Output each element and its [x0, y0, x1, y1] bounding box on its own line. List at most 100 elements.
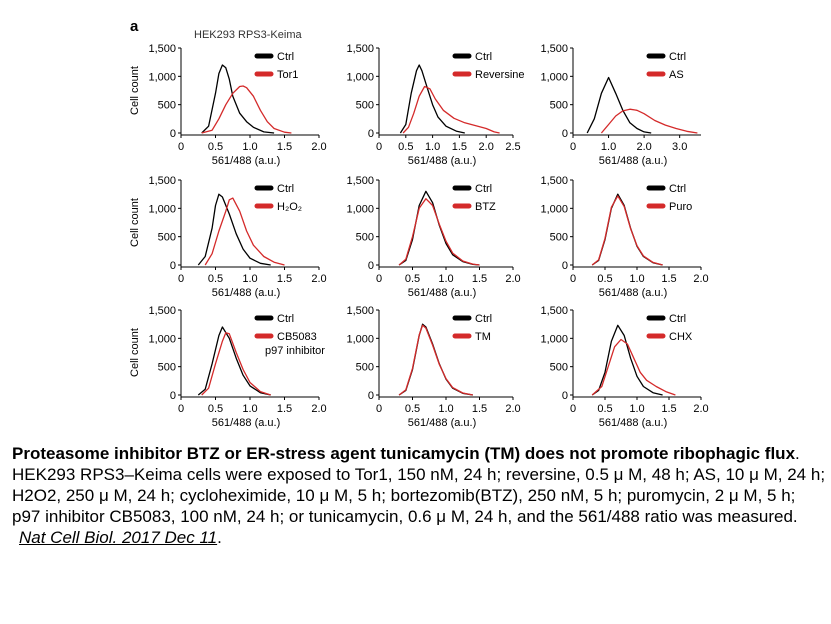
- y-axis-label: Cell count: [129, 66, 141, 115]
- histogram-panel-9: 0 500 1,000 1,500 0 0.5 1.0 1.5 2.0 561/488 (a.u.…: [540, 305, 708, 429]
- x-tick-label: 0.5: [405, 273, 420, 285]
- x-tick-label: 0: [570, 273, 576, 285]
- x-axis-label: 561/488 (a.u.): [599, 417, 668, 429]
- series-line-treated: [398, 324, 473, 396]
- y-tick-label: 1,500: [346, 305, 374, 317]
- x-tick-label: 1.5: [277, 141, 292, 153]
- caption-body: HEK293 RPS3–Keima cells were exposed to …: [12, 465, 826, 526]
- y-tick-label: 500: [356, 100, 374, 112]
- y-tick-label: 1,000: [346, 71, 374, 83]
- legend-label: Ctrl: [475, 183, 492, 195]
- figure-caption: Proteasome inhibitor BTZ or ER-stress ag…: [12, 443, 827, 548]
- x-tick-label: 1.0: [629, 273, 644, 285]
- x-tick-label: 1.5: [452, 141, 467, 153]
- figure-title: HEK293 RPS3-Keima: [194, 29, 302, 41]
- legend-label: Ctrl: [277, 51, 294, 63]
- x-axis-label: 561/488 (a.u.): [408, 287, 477, 299]
- y-axis-label: Cell count: [129, 328, 141, 377]
- x-tick-label: 1.5: [277, 273, 292, 285]
- x-tick-label: 1.5: [661, 403, 676, 415]
- x-tick-label: 0: [178, 403, 184, 415]
- y-tick-label: 1,500: [346, 43, 374, 55]
- y-tick-label: 500: [356, 232, 374, 244]
- y-tick-label: 1,500: [148, 305, 176, 317]
- legend-label: Puro: [669, 201, 692, 213]
- y-tick-label: 0: [170, 260, 176, 272]
- legend-label: Ctrl: [475, 313, 492, 325]
- x-tick-label: 0: [570, 141, 576, 153]
- legend-label: CHX: [669, 331, 693, 343]
- y-tick-label: 1,500: [540, 43, 568, 55]
- x-tick-label: 1.0: [242, 403, 257, 415]
- x-tick-label: 2.0: [636, 141, 651, 153]
- x-tick-label: 3.0: [672, 141, 687, 153]
- legend-label: Ctrl: [669, 183, 686, 195]
- legend-label: Ctrl: [277, 313, 294, 325]
- y-tick-label: 500: [550, 100, 568, 112]
- y-tick-label: 1,500: [148, 43, 176, 55]
- y-tick-label: 0: [170, 128, 176, 140]
- y-tick-label: 1,500: [346, 175, 374, 187]
- x-axis-label: 561/488 (a.u.): [408, 155, 477, 167]
- y-tick-label: 1,000: [540, 203, 568, 215]
- series-line-ctrl: [197, 326, 271, 396]
- y-tick-label: 1,000: [346, 333, 374, 345]
- panel-letter: a: [130, 18, 139, 35]
- legend-label: Ctrl: [669, 51, 686, 63]
- x-axis-label: 561/488 (a.u.): [408, 417, 477, 429]
- histogram-panel-3: 0 500 1,000 1,500 0 1.0 2.0 3.0 561/488 (a.u.) Ct…: [540, 43, 701, 167]
- y-tick-label: 0: [562, 390, 568, 402]
- x-tick-label: 0.5: [208, 141, 223, 153]
- y-tick-label: 1,500: [540, 175, 568, 187]
- histogram-panel-8: 0 500 1,000 1,500 0 0.5 1.0 1.5 2.0 561/488 (a.u.…: [346, 305, 520, 429]
- legend-sublabel: p97 inhibitor: [265, 345, 325, 357]
- y-tick-label: 0: [368, 128, 374, 140]
- caption-title-suffix: .: [795, 444, 800, 463]
- y-tick-label: 500: [158, 232, 176, 244]
- series-line-treated: [201, 85, 292, 134]
- series-line-treated: [201, 332, 271, 396]
- x-axis-label: 561/488 (a.u.): [212, 287, 281, 299]
- x-tick-label: 2.0: [505, 273, 520, 285]
- series-line-treated: [204, 197, 285, 266]
- y-tick-label: 1,000: [148, 333, 176, 345]
- series-line-ctrl: [586, 76, 652, 134]
- x-tick-label: 1.5: [277, 403, 292, 415]
- series-line-ctrl: [399, 64, 465, 134]
- x-tick-label: 1.0: [438, 403, 453, 415]
- x-tick-label: 0: [376, 273, 382, 285]
- x-tick-label: 0: [178, 141, 184, 153]
- legend-label: H₂O₂: [277, 201, 302, 213]
- x-tick-label: 1.0: [425, 141, 440, 153]
- x-axis-label: 561/488 (a.u.): [212, 155, 281, 167]
- y-tick-label: 1,500: [540, 305, 568, 317]
- histogram-panel-4: 0 500 1,000 1,500 0 0.5 1.0 1.5 2.0 561/488 (a.u.…: [129, 175, 327, 299]
- series-line-treated: [402, 85, 500, 134]
- histogram-grid: 0 500 1,000 1,500 0 0.5 1.0 1.5 2.0 561/488 (a.u.…: [129, 43, 709, 429]
- x-tick-label: 0: [178, 273, 184, 285]
- y-tick-label: 500: [158, 362, 176, 374]
- histogram-panel-5: 0 500 1,000 1,500 0 0.5 1.0 1.5 2.0 561/488 (a.u.…: [346, 175, 520, 299]
- y-tick-label: 500: [356, 362, 374, 374]
- x-tick-label: 1.5: [661, 273, 676, 285]
- citation-link[interactable]: Nat Cell Biol. 2017 Dec 11.: [12, 527, 827, 548]
- legend-label: Reversine: [475, 69, 525, 81]
- x-tick-label: 0.5: [597, 273, 612, 285]
- series-line-treated: [600, 108, 698, 134]
- x-tick-label: 0: [570, 403, 576, 415]
- y-tick-label: 500: [158, 100, 176, 112]
- legend-label: BTZ: [475, 201, 496, 213]
- caption-title-text: Proteasome inhibitor BTZ or ER-stress ag…: [12, 444, 796, 463]
- y-tick-label: 0: [562, 260, 568, 272]
- y-tick-label: 0: [368, 260, 374, 272]
- series-line-ctrl: [398, 190, 480, 266]
- series-line-treated: [591, 338, 676, 396]
- x-tick-label: 1.0: [242, 141, 257, 153]
- x-tick-label: 2.0: [505, 403, 520, 415]
- x-tick-label: 0.5: [597, 403, 612, 415]
- histogram-panel-6: 0 500 1,000 1,500 0 0.5 1.0 1.5 2.0 561/488 (a.u.…: [540, 175, 708, 299]
- x-tick-label: 2.0: [693, 273, 708, 285]
- citation-text[interactable]: Nat Cell Biol. 2017 Dec 11: [19, 528, 218, 547]
- x-tick-label: 1.0: [629, 403, 644, 415]
- x-axis-label: 561/488 (a.u.): [599, 155, 668, 167]
